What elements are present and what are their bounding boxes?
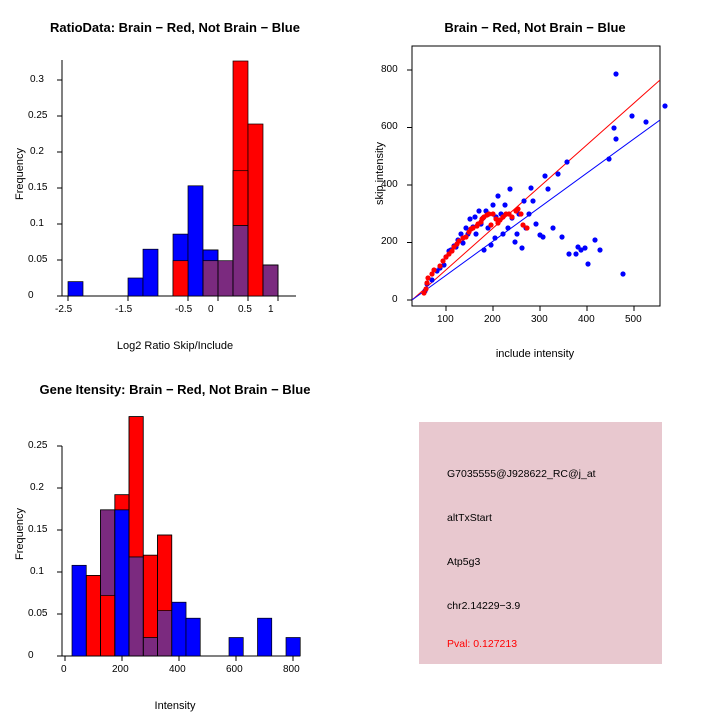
panel-intensity-plot: [57, 416, 301, 661]
info-probe-id: G7035555@J928622_RC@j_at: [447, 468, 596, 480]
xtick-intensity-0: 0: [61, 664, 67, 675]
xtick-ratio-0: -2.5: [55, 304, 73, 315]
panel-scatter-ylabel: skip intensity: [374, 142, 386, 205]
ytick-ratio-5: 0.25: [28, 110, 48, 121]
scatter-points-brain: [421, 206, 530, 296]
panel-scatter-xlabel: include intensity: [495, 348, 575, 360]
panel-scatter-title: Brain − Red, Not Brain − Blue: [444, 20, 626, 35]
ytick-scatter-1: 200: [381, 236, 398, 247]
xtick-ratio-2: -0.5: [175, 304, 193, 315]
ytick-scatter-0: 0: [392, 294, 398, 305]
ytick-ratio-0: 0: [28, 290, 34, 301]
ytick-intensity-5: 0.25: [28, 440, 48, 451]
ytick-scatter-4: 800: [381, 64, 398, 75]
panel-intensity-ylabel: Frequency: [14, 508, 26, 560]
xtick-scatter-3: 400: [578, 314, 595, 325]
ytick-intensity-0: 0: [28, 650, 34, 661]
xtick-intensity-2: 400: [169, 664, 186, 675]
panel-info-box: G7035555@J928622_RC@j_at altTxStart Atp5…: [419, 422, 662, 664]
ytick-ratio-2: 0.1: [30, 218, 44, 229]
info-locus: chr2.14229−3.9: [447, 600, 521, 612]
ytick-ratio-6: 0.3: [30, 74, 44, 85]
panel-intensity-histogram: Gene Itensity: Brain − Red, Not Brain − …: [0, 360, 360, 720]
info-gene-symbol: Atp5g3: [447, 556, 481, 568]
xtick-scatter-1: 200: [484, 314, 501, 325]
ytick-ratio-4: 0.2: [30, 146, 44, 157]
panel-intensity-xlabel: Intensity: [154, 700, 196, 712]
ytick-intensity-2: 0.1: [30, 566, 44, 577]
info-pval: Pval: 0.127213: [447, 638, 518, 650]
panel-intensity-title: Gene Itensity: Brain − Red, Not Brain − …: [39, 382, 311, 397]
xtick-intensity-1: 200: [112, 664, 129, 675]
panel-ratio-histogram: RatioData: Brain − Red, Not Brain − Blue…: [0, 0, 360, 360]
info-event-type: altTxStart: [447, 512, 492, 524]
ytick-intensity-1: 0.05: [28, 608, 48, 619]
xtick-intensity-3: 600: [226, 664, 243, 675]
ytick-intensity-3: 0.15: [28, 524, 48, 535]
panel-ratio-plot: [57, 60, 296, 301]
panel-scatter-plot: [407, 45, 668, 311]
ytick-scatter-2: 400: [381, 179, 398, 190]
ytick-intensity-4: 0.2: [30, 482, 44, 493]
xtick-scatter-2: 300: [531, 314, 548, 325]
panel-ratio-title: RatioData: Brain − Red, Not Brain − Blue: [50, 20, 300, 35]
xtick-ratio-4: 0.5: [238, 304, 252, 315]
panel-ratio-xlabel: Log2 Ratio Skip/Include: [116, 340, 234, 352]
xtick-ratio-5: 1: [268, 304, 274, 315]
panel-scatter: Brain − Red, Not Brain − Blue include in…: [360, 0, 720, 360]
hist-ratio-red-bars: [172, 60, 279, 297]
xtick-ratio-1: -1.5: [115, 304, 133, 315]
xtick-intensity-4: 800: [283, 664, 300, 675]
ytick-scatter-3: 600: [381, 121, 398, 132]
xtick-scatter-4: 500: [625, 314, 642, 325]
xtick-scatter-0: 100: [437, 314, 454, 325]
ytick-ratio-1: 0.05: [28, 254, 48, 265]
scatter-points-not-brain: [422, 71, 668, 294]
ytick-ratio-3: 0.15: [28, 182, 48, 193]
xtick-ratio-3: 0: [208, 304, 214, 315]
panel-ratio-ylabel: Frequency: [14, 148, 26, 200]
